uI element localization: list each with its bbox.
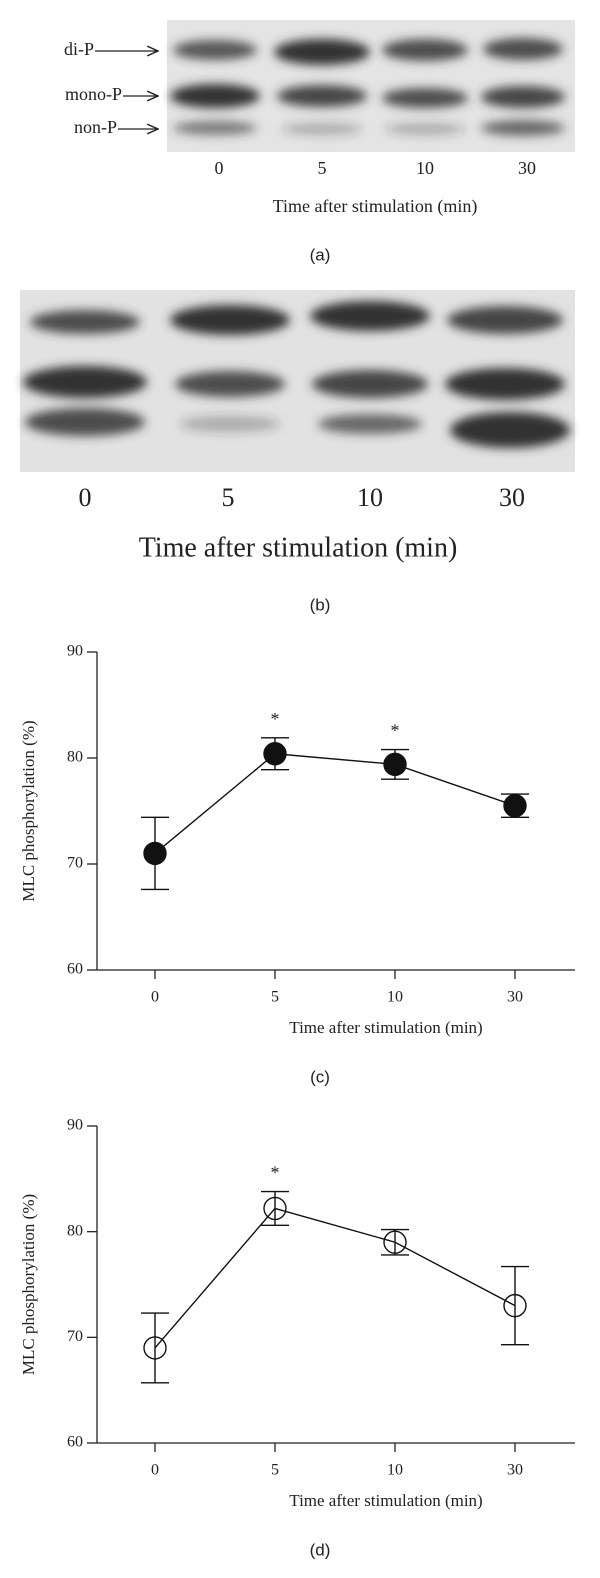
annotation: * [271,1163,280,1183]
x-label: Time after stimulation (min) [289,1018,482,1037]
error-bar [501,1265,529,1346]
x-label: Time after stimulation (min) [139,532,458,563]
lane-label: 30 [518,158,536,178]
y-label: MLC phosphorylation (%) [19,720,38,901]
x-tick-label: 0 [151,989,159,1006]
x-label: Time after stimulation (min) [273,196,478,217]
band-label: di-P [64,39,94,59]
data-line [154,1207,516,1349]
x-tick-label: 30 [507,989,523,1006]
data-point [503,1293,527,1318]
lane-label: 0 [215,158,224,178]
x-tick-label: 5 [271,989,279,1006]
y-tick-label: 70 [67,855,83,872]
y-label: MLC phosphorylation (%) [19,1194,38,1375]
y-tick-label: 80 [67,1222,83,1239]
x-tick-label: 30 [507,1462,523,1479]
caption: (a) [310,245,331,264]
caption: (b) [310,595,331,614]
x-tick-label: 0 [151,1462,159,1479]
lane-label: 10 [357,483,383,512]
band-label: non-P [74,117,117,137]
data-point [503,794,527,818]
lane-label: 5 [222,483,235,512]
data-point [383,752,407,777]
data-point [143,1336,167,1360]
x-tick-label: 10 [387,1462,403,1479]
data-point [143,841,167,866]
y-tick-label: 90 [67,643,83,660]
y-tick-label: 60 [67,1434,83,1451]
lane-label: 30 [499,483,525,512]
data-line [154,753,516,854]
lane-label: 0 [79,483,92,512]
y-tick-label: 70 [67,1328,83,1345]
caption: (c) [310,1067,330,1086]
blot-a [167,20,575,152]
y-tick-label: 80 [67,749,83,766]
data-point [263,1196,287,1221]
y-tick-label: 90 [67,1117,83,1134]
lane-label: 5 [318,158,327,178]
blot-b [20,290,575,472]
data-point [383,1230,407,1254]
data-point [263,742,287,766]
y-tick-label: 60 [67,961,83,978]
error-bar [381,1228,409,1256]
annotation: * [271,709,280,729]
error-bar [141,1312,169,1384]
x-tick-label: 5 [271,1462,279,1479]
x-label: Time after stimulation (min) [289,1491,482,1510]
caption: (d) [310,1540,331,1559]
annotation: * [391,721,400,741]
x-tick-label: 10 [387,989,403,1006]
lane-label: 10 [416,158,434,178]
band-label: mono-P [65,84,122,104]
